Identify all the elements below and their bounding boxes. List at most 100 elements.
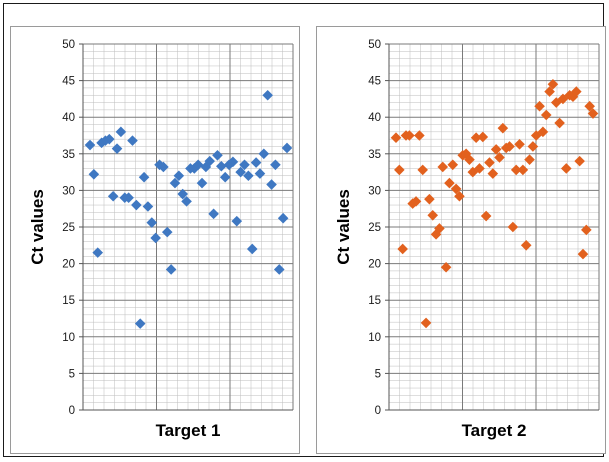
y-tick-label: 10 — [368, 332, 381, 344]
data-point — [577, 248, 589, 260]
y-tick-label: 35 — [368, 149, 381, 161]
y-tick-label: 20 — [62, 259, 75, 271]
y-tick-label: 10 — [62, 332, 75, 344]
y-tick-label: 50 — [368, 39, 381, 51]
data-point — [444, 177, 455, 189]
data-point — [424, 193, 435, 205]
x-axis-title: Target 2 — [462, 421, 527, 440]
data-point — [534, 100, 545, 112]
data-point — [165, 264, 177, 275]
chart-panel-target-2: 0 5 10 15 20 25 30 35 40 45 50 Ct values Target 2 — [316, 26, 606, 454]
data-point — [407, 198, 418, 209]
data-point — [480, 210, 492, 222]
data-point — [420, 317, 432, 329]
data-point — [231, 215, 243, 227]
y-tick-label: 5 — [375, 368, 381, 380]
y-tick-label: 45 — [368, 76, 381, 88]
data-point — [258, 148, 270, 160]
y-tick-label: 20 — [368, 259, 381, 271]
data-point — [540, 109, 552, 121]
data-point — [266, 179, 277, 190]
data-point — [397, 243, 408, 255]
data-point — [427, 209, 439, 221]
data-point — [507, 221, 519, 233]
data-point — [514, 138, 525, 150]
data-point — [454, 190, 465, 202]
data-point — [246, 243, 258, 255]
data-point — [204, 155, 216, 167]
data-point — [281, 142, 293, 154]
data-point — [460, 148, 472, 160]
data-point — [547, 78, 559, 90]
data-point — [554, 117, 565, 129]
y-tick-label: 25 — [62, 222, 75, 234]
data-point — [138, 171, 150, 183]
data-point — [474, 163, 485, 174]
data-point — [212, 149, 223, 161]
chart-panel-target-1: 0 5 10 15 20 25 30 35 40 45 50 Ct values Target 1 — [10, 26, 300, 454]
data-point — [254, 168, 266, 179]
data-point — [497, 122, 509, 134]
data-point — [235, 166, 246, 178]
data-point — [560, 163, 572, 174]
data-point — [219, 171, 231, 183]
y-tick-label: 35 — [62, 149, 75, 161]
data-point — [169, 177, 181, 189]
y-tick-label: 5 — [69, 368, 75, 380]
data-point — [146, 217, 158, 228]
y-axis-title: Ct values — [334, 189, 353, 265]
x-axis-title: Target 1 — [156, 421, 221, 440]
data-point — [567, 91, 579, 103]
data-point — [92, 247, 104, 258]
data-point — [142, 201, 154, 212]
y-tick-label: 0 — [69, 405, 75, 417]
data-point — [544, 86, 555, 97]
data-point — [96, 137, 107, 149]
data-point — [524, 154, 535, 165]
data-point — [177, 188, 189, 200]
data-point — [414, 130, 425, 141]
data-point — [227, 156, 239, 168]
data-point — [208, 208, 219, 220]
data-point — [484, 157, 495, 168]
data-point — [107, 190, 119, 202]
data-point — [584, 100, 595, 112]
y-tick-label: 0 — [375, 405, 381, 417]
data-point — [494, 152, 505, 163]
data-point — [161, 226, 173, 238]
data-point — [470, 132, 482, 143]
y-tick-label: 15 — [62, 295, 75, 307]
y-tick-label: 40 — [62, 112, 75, 124]
data-point — [404, 130, 415, 141]
data-point — [417, 164, 429, 176]
data-point — [450, 183, 462, 195]
data-point — [181, 196, 192, 207]
data-point — [115, 126, 127, 138]
data-point — [277, 212, 289, 224]
data-point — [537, 126, 549, 138]
y-tick-label: 15 — [368, 295, 381, 307]
data-point — [447, 159, 459, 171]
data-point — [437, 161, 449, 173]
data-point — [150, 232, 161, 244]
data-point — [192, 159, 204, 171]
data-point — [464, 154, 475, 165]
data-point — [134, 318, 146, 329]
y-tick-label: 50 — [62, 39, 75, 51]
y-tick-label: 30 — [368, 185, 381, 197]
scatter-plot-target-2: 0 5 10 15 20 25 30 35 40 45 50 Ct values Target 2 — [334, 39, 600, 440]
data-point — [243, 170, 254, 182]
data-point — [127, 135, 138, 146]
data-point — [574, 155, 585, 167]
data-point — [510, 164, 522, 176]
data-point — [504, 141, 515, 152]
data-point — [440, 261, 452, 273]
figure-frame: 0 5 10 15 20 25 30 35 40 45 50 Ct values Target 1 0 5… — [3, 3, 606, 457]
data-point — [104, 133, 115, 145]
data-point — [216, 160, 227, 172]
data-point — [158, 161, 169, 173]
data-point — [173, 170, 185, 182]
data-point — [527, 141, 539, 152]
data-point — [467, 166, 479, 178]
data-point — [517, 164, 529, 176]
